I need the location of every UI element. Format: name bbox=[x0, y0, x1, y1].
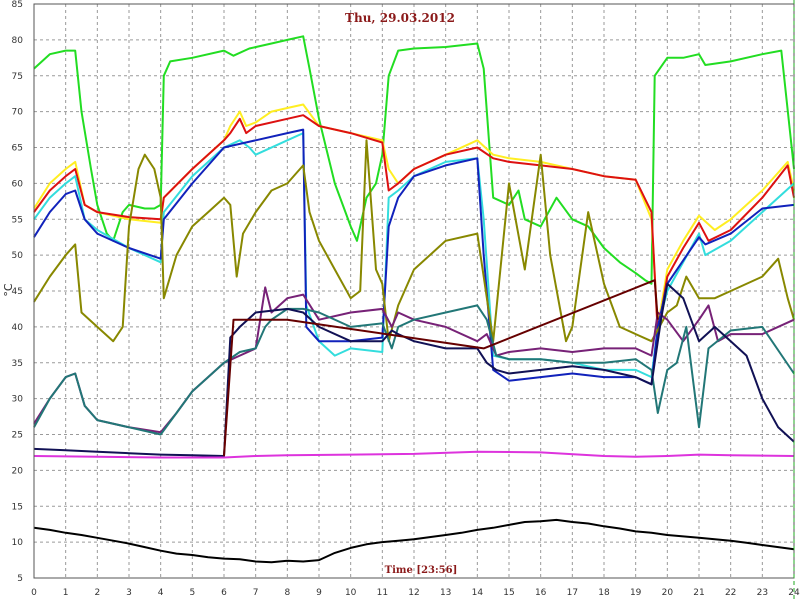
chart-title: Thu, 29.03.2012 bbox=[345, 11, 455, 25]
y-tick-label: 25 bbox=[12, 431, 23, 441]
x-tick-label: 10 bbox=[345, 588, 357, 598]
x-tick-label: 22 bbox=[725, 588, 736, 598]
x-tick-label: 5 bbox=[189, 588, 195, 598]
x-tick-label: 15 bbox=[503, 588, 514, 598]
y-tick-label: 10 bbox=[12, 538, 24, 548]
y-tick-label: 50 bbox=[12, 251, 24, 261]
series-line-8 bbox=[33, 304, 795, 436]
y-tick-label: 65 bbox=[12, 144, 23, 154]
x-tick-label: 7 bbox=[253, 588, 259, 598]
x-tick-label: 6 bbox=[221, 588, 227, 598]
x-tick-label: 4 bbox=[158, 588, 164, 598]
series-lines bbox=[33, 35, 795, 564]
x-tick-label: 21 bbox=[693, 588, 704, 598]
y-tick-label: 20 bbox=[12, 466, 24, 476]
series-line-10 bbox=[223, 279, 659, 457]
tick-labels: 0 1 2 3 4 5 6 7 8 9 10 11 12 13 14 15 16 17 18 19 20 21 22 23 24… bbox=[12, 0, 800, 598]
x-tick-label: 20 bbox=[662, 588, 674, 598]
series-line-3 bbox=[33, 114, 795, 336]
y-tick-label: 85 bbox=[12, 0, 23, 10]
y-tick-label: 45 bbox=[12, 287, 23, 297]
x-tick-label: 11 bbox=[377, 588, 388, 598]
y-tick-label: 70 bbox=[12, 108, 24, 118]
y-tick-label: 75 bbox=[12, 72, 23, 82]
x-tick-label: 23 bbox=[757, 588, 768, 598]
x-tick-label: 12 bbox=[408, 588, 419, 598]
x-tick-label: 8 bbox=[284, 588, 290, 598]
y-tick-label: 30 bbox=[12, 395, 24, 405]
x-tick-label: 14 bbox=[472, 588, 484, 598]
series-line-11 bbox=[33, 450, 795, 459]
series-line-2 bbox=[33, 103, 795, 328]
series-line-1 bbox=[33, 35, 795, 285]
series-line-7 bbox=[33, 286, 795, 434]
x-tick-label: 24 bbox=[788, 588, 800, 598]
x-axis-label: Time [23:56] bbox=[385, 565, 458, 576]
y-tick-label: 40 bbox=[12, 323, 24, 333]
x-tick-label: 18 bbox=[598, 588, 610, 598]
x-tick-label: 3 bbox=[126, 588, 132, 598]
x-tick-label: 16 bbox=[535, 588, 547, 598]
x-tick-label: 0 bbox=[31, 588, 37, 598]
series-line-12 bbox=[33, 518, 795, 564]
x-tick-label: 1 bbox=[63, 588, 69, 598]
x-tick-label: 13 bbox=[440, 588, 451, 598]
y-tick-label: 35 bbox=[12, 359, 23, 369]
x-tick-label: 17 bbox=[567, 588, 578, 598]
y-axis-label: °C bbox=[2, 283, 15, 297]
x-tick-label: 9 bbox=[316, 588, 322, 598]
y-tick-label: 55 bbox=[12, 215, 23, 225]
series-line-6 bbox=[33, 139, 795, 343]
y-tick-label: 15 bbox=[12, 502, 23, 512]
x-tick-label: 19 bbox=[630, 588, 642, 598]
x-tick-label: 2 bbox=[94, 588, 100, 598]
y-tick-label: 60 bbox=[12, 179, 24, 189]
y-tick-label: 80 bbox=[12, 36, 24, 46]
y-tick-label: 5 bbox=[17, 574, 23, 584]
series-line-5 bbox=[33, 128, 795, 386]
